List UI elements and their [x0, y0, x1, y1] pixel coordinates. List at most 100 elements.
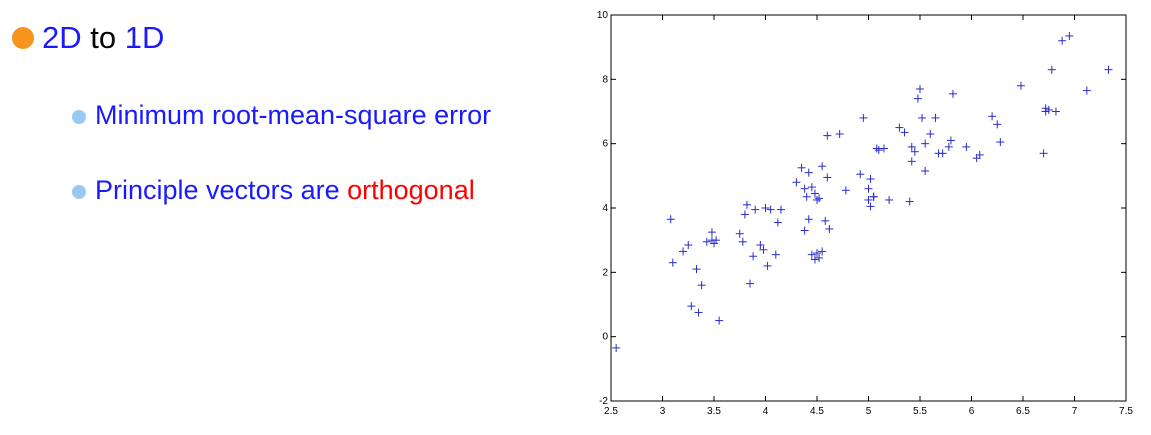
data-point: [885, 195, 894, 204]
y-tick-label: 2: [602, 267, 608, 278]
data-point: [866, 202, 875, 211]
data-point: [823, 173, 832, 182]
data-point: [668, 258, 677, 267]
x-tick-label: 4.5: [810, 406, 824, 417]
data-point: [975, 150, 984, 159]
bullet1-2d: 2D: [42, 20, 82, 55]
data-point: [807, 250, 816, 259]
data-point: [946, 136, 955, 145]
data-point: [821, 216, 830, 225]
y-tick-label: 0: [602, 332, 608, 343]
bullet3-text: Principle vectors are: [95, 175, 348, 205]
data-point: [684, 240, 693, 249]
data-point: [804, 168, 813, 177]
data-point: [804, 215, 813, 224]
y-tick-label: 6: [602, 139, 608, 150]
data-point: [841, 186, 850, 195]
y-tick-label: -2: [599, 396, 608, 407]
y-tick-label: 4: [602, 203, 608, 214]
data-point: [874, 146, 883, 155]
data-point: [810, 189, 819, 198]
data-point: [993, 120, 1002, 129]
data-point: [702, 237, 711, 246]
data-point: [825, 224, 834, 233]
axis-ticks: 2.5 3 3.5 4 4.5 5 5.5 6 6.5 7 7.5 -2 0 2 4 6 8 10: [597, 10, 1134, 417]
x-tick-label: 5: [866, 406, 872, 417]
x-tick-label: 3: [660, 406, 666, 417]
bullet2-text: Minimum root-mean-square error: [95, 100, 492, 130]
orange-bullet-icon: [12, 27, 34, 49]
data-point: [869, 192, 878, 201]
data-point: [866, 175, 875, 184]
data-point: [905, 197, 914, 206]
data-point: [1039, 149, 1048, 158]
data-point: [1104, 65, 1113, 74]
data-point: [797, 163, 806, 172]
x-tick-label: 7: [1072, 406, 1078, 417]
data-point: [738, 237, 747, 246]
y-tick-label: 10: [597, 10, 609, 21]
data-point: [612, 343, 621, 352]
data-point: [749, 252, 758, 261]
data-point: [776, 205, 785, 214]
data-point: [746, 279, 755, 288]
data-point: [807, 183, 816, 192]
bullet3-orthogonal: orthogonal: [347, 175, 475, 205]
data-point: [1082, 86, 1091, 95]
data-point: [687, 302, 696, 311]
data-point: [931, 113, 940, 122]
plot-frame: [610, 14, 1127, 402]
light-blue-bullet-icon: [72, 185, 86, 199]
x-tick-label: 6.5: [1016, 406, 1030, 417]
data-point: [900, 128, 909, 137]
data-point: [921, 139, 930, 148]
x-tick-label: 7.5: [1119, 406, 1133, 417]
data-point: [735, 229, 744, 238]
data-point: [740, 210, 749, 219]
data-point: [895, 123, 904, 132]
data-point: [856, 170, 865, 179]
bullet-2d-to-1d: 2D to 1D: [12, 18, 164, 58]
bullet-minimum-rmse: Minimum root-mean-square error: [72, 100, 491, 131]
x-tick-label: 3.5: [707, 406, 721, 417]
data-point: [666, 215, 675, 224]
data-point: [815, 253, 824, 262]
data-point: [792, 178, 801, 187]
data-point: [864, 184, 873, 193]
data-point: [715, 316, 724, 325]
data-point: [823, 131, 832, 140]
data-point: [916, 84, 924, 93]
data-point: [818, 247, 827, 256]
data-point: [926, 130, 935, 139]
data-point: [818, 162, 827, 171]
data-point: [910, 147, 919, 156]
light-blue-bullet-icon: [72, 110, 86, 124]
data-point: [1065, 31, 1074, 40]
data-point: [697, 281, 706, 290]
data-point: [800, 184, 809, 193]
data-point: [944, 142, 953, 151]
data-point: [879, 144, 888, 153]
data-point: [835, 130, 844, 139]
y-tick-label: 8: [602, 74, 608, 85]
data-point: [921, 167, 930, 176]
data-point: [771, 250, 780, 259]
data-point: [694, 308, 703, 317]
data-point: [751, 205, 760, 214]
data-point: [800, 226, 809, 235]
data-point: [988, 112, 997, 121]
bullet1-1d: 1D: [124, 20, 165, 55]
data-point: [1047, 65, 1056, 74]
data-point: [996, 138, 1005, 147]
data-point: [813, 249, 821, 258]
data-point: [766, 205, 775, 214]
data-point: [759, 245, 768, 254]
data-point: [710, 239, 718, 248]
data-point: [810, 255, 819, 264]
data-point: [813, 195, 821, 204]
data-point: [802, 192, 811, 201]
data-point: [918, 113, 927, 122]
data-point: [756, 240, 765, 249]
data-points: [612, 31, 1113, 352]
bullet1-to: to: [81, 20, 125, 55]
